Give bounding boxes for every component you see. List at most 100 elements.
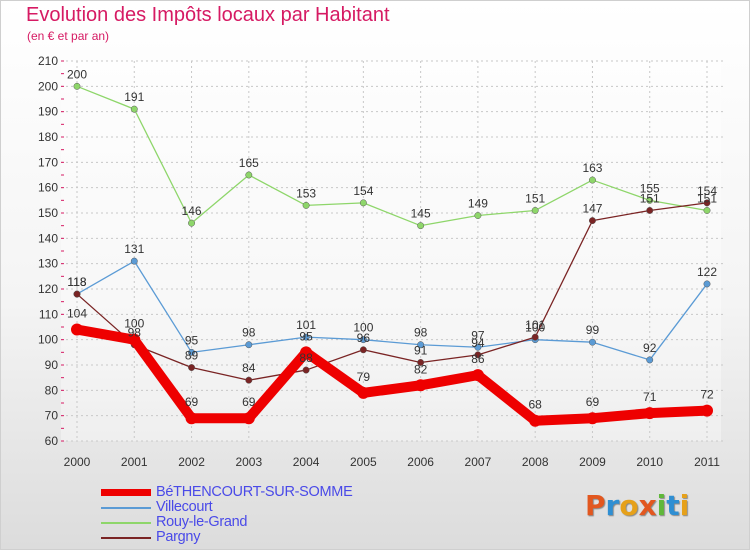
logo-letter: P: [585, 489, 606, 522]
x-tick-label: 2005: [350, 455, 377, 469]
chart-title: Evolution des Impôts locaux par Habitant: [26, 4, 390, 26]
legend-swatch: [101, 522, 151, 524]
data-label: 69: [586, 395, 600, 409]
data-point: [302, 333, 310, 341]
y-tick-label: 150: [38, 206, 58, 220]
data-point: [359, 336, 367, 344]
y-tick-label: 160: [38, 181, 58, 195]
data-point: [531, 207, 539, 214]
y-tick-label: 180: [38, 130, 58, 144]
data-label: 101: [525, 318, 545, 332]
data-point: [701, 404, 713, 417]
data-label: 71: [643, 390, 657, 404]
data-point: [359, 346, 367, 354]
y-tick-label: 200: [38, 79, 58, 93]
series-line: [72, 324, 712, 426]
data-point: [357, 386, 370, 399]
x-tick-label: 2009: [579, 455, 606, 469]
x-tick-label: 2006: [407, 455, 434, 469]
data-point: [302, 201, 310, 209]
legend-label: Pargny: [156, 529, 201, 545]
data-label: 79: [357, 370, 371, 384]
data-label: 91: [414, 343, 428, 357]
data-point: [300, 346, 313, 359]
data-point: [359, 199, 367, 207]
y-tick-label: 170: [38, 155, 58, 169]
y-tick-label: 70: [45, 409, 59, 423]
data-point: [646, 356, 654, 364]
data-label: 98: [242, 326, 256, 340]
data-point: [703, 199, 711, 207]
proxiti-logo: Proxiti: [585, 489, 689, 522]
data-label: 98: [128, 326, 142, 340]
data-point: [188, 348, 195, 356]
data-point: [474, 212, 482, 219]
legend-swatch: [101, 489, 151, 496]
x-tick-label: 2010: [636, 455, 663, 469]
legend-swatch: [101, 537, 151, 539]
data-label: 68: [529, 398, 543, 412]
data-point: [245, 171, 253, 179]
data-label: 154: [353, 184, 373, 198]
data-label: 95: [185, 333, 199, 347]
data-label: 84: [242, 361, 256, 375]
y-tick-label: 140: [38, 231, 58, 245]
data-point: [471, 369, 484, 382]
x-tick-label: 2003: [235, 455, 262, 469]
data-point: [589, 176, 596, 184]
data-label: 97: [471, 328, 485, 342]
data-label: 88: [299, 351, 313, 365]
x-tick-label: 2008: [522, 455, 549, 469]
data-label: 92: [643, 341, 657, 355]
data-point: [185, 412, 198, 425]
y-tick-label: 80: [45, 383, 59, 397]
plot-background: [61, 61, 721, 441]
data-point: [71, 323, 83, 336]
data-point: [703, 280, 711, 288]
x-tick-label: 2002: [178, 455, 205, 469]
data-point: [646, 196, 654, 204]
logo-letter: i: [679, 489, 690, 522]
data-label: 100: [353, 321, 373, 335]
data-label: 118: [67, 275, 86, 289]
data-label: 147: [582, 202, 602, 216]
data-label: 146: [182, 204, 202, 218]
data-label: 69: [242, 395, 256, 409]
data-label: 69: [185, 395, 199, 409]
logo-letter: i: [656, 489, 667, 522]
y-tick-label: 90: [45, 358, 59, 372]
logo-letter: x: [638, 489, 657, 522]
data-label: 200: [67, 67, 87, 81]
y-tick-label: 110: [39, 307, 58, 321]
y-tick-label: 120: [38, 282, 58, 296]
data-label: 153: [296, 186, 316, 200]
logo-letter: r: [605, 489, 620, 522]
data-label: 96: [357, 331, 371, 345]
x-tick-label: 2004: [293, 455, 320, 469]
data-point: [586, 412, 599, 425]
data-label: 100: [525, 321, 545, 335]
data-label: 82: [414, 362, 428, 376]
legend-label: Rouy-le-Grand: [156, 514, 248, 530]
data-label: 72: [700, 388, 714, 402]
data-label: 154: [697, 184, 717, 198]
data-point: [474, 351, 482, 359]
data-point: [73, 290, 81, 298]
data-point: [531, 333, 539, 341]
x-tick-label: 2011: [694, 455, 720, 469]
series-line: [76, 202, 708, 381]
data-point: [589, 338, 596, 346]
data-label: 86: [471, 352, 485, 366]
logo-letter: o: [619, 489, 639, 522]
data-point: [302, 366, 310, 374]
data-label: 151: [525, 191, 545, 205]
y-tick-label: 210: [38, 54, 58, 68]
data-label: 155: [640, 181, 660, 195]
data-point: [417, 222, 425, 230]
x-tick-label: 2001: [121, 455, 148, 469]
x-tick-label: 2007: [465, 455, 492, 469]
data-label: 151: [697, 191, 717, 205]
data-label: 89: [185, 349, 199, 363]
data-point: [242, 412, 255, 425]
